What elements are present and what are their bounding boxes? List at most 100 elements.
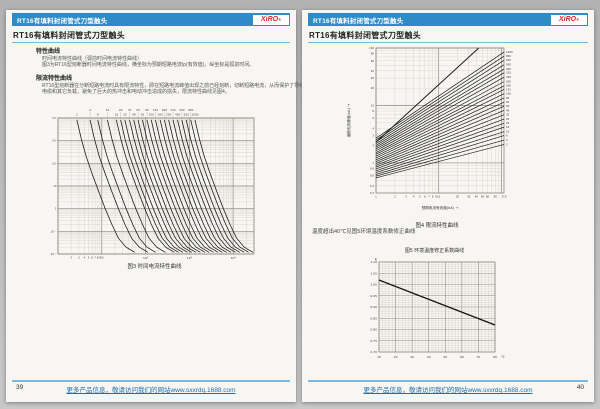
svg-text:80: 80 <box>371 52 375 56</box>
body-text: 特性曲线 时间电流特性曲线（弧前时间电流特性曲线） 图3为RT16型熔断器时间电… <box>36 46 310 95</box>
svg-text:125: 125 <box>153 108 159 112</box>
brand-logo: XiRO ® <box>253 14 289 25</box>
svg-text:9: 9 <box>99 256 101 260</box>
svg-text:5: 5 <box>419 195 421 199</box>
svg-text:60: 60 <box>371 59 375 63</box>
svg-text:0.75: 0.75 <box>370 339 377 343</box>
svg-text:16: 16 <box>115 113 119 117</box>
section-line: RT16型熔断器在分断短路电流时具有限流特性，即在短路电流峰值出现之前已经熔断，… <box>42 83 310 89</box>
svg-text:2: 2 <box>506 142 508 146</box>
svg-text:100: 100 <box>369 46 374 50</box>
svg-text:10³: 10³ <box>187 256 193 260</box>
svg-text:5: 5 <box>88 256 90 260</box>
svg-text:10: 10 <box>100 256 104 260</box>
svg-text:250: 250 <box>166 113 172 117</box>
svg-text:630: 630 <box>184 113 190 117</box>
svg-text:50: 50 <box>506 104 510 108</box>
svg-text:℃: ℃ <box>501 355 505 359</box>
svg-text:10³: 10³ <box>52 139 56 143</box>
title-divider <box>308 41 588 43</box>
svg-text:20: 20 <box>394 355 398 359</box>
svg-text:10⁴: 10⁴ <box>52 116 56 120</box>
registered-mark: ® <box>278 17 282 22</box>
title-divider <box>12 41 290 43</box>
temperature-note: 温度超出40℃见图5环境温度系数修正曲线 <box>312 229 416 235</box>
page-title: RT16有填料封闭管式刀型触头 <box>309 31 422 40</box>
svg-text:80: 80 <box>494 195 498 199</box>
svg-text:25: 25 <box>123 113 127 117</box>
svg-text:10: 10 <box>53 184 57 188</box>
svg-text:0.8: 0.8 <box>370 167 374 171</box>
footer-website-text: 更多产品信息，敬请访问我们的网站www.sxxrdq.1688.com <box>363 387 533 394</box>
svg-text:125: 125 <box>506 87 511 91</box>
svg-text:160: 160 <box>506 84 511 88</box>
svg-text:8: 8 <box>372 109 374 113</box>
svg-text:10²: 10² <box>143 256 149 260</box>
svg-text:2: 2 <box>70 256 72 260</box>
svg-text:80: 80 <box>506 96 510 100</box>
svg-text:40: 40 <box>132 113 136 117</box>
svg-text:16: 16 <box>506 125 510 129</box>
svg-text:500: 500 <box>506 63 511 67</box>
svg-text:2: 2 <box>372 144 374 148</box>
svg-text:3: 3 <box>78 256 80 260</box>
svg-text:0.85: 0.85 <box>370 316 377 320</box>
svg-text:8: 8 <box>97 256 99 260</box>
svg-text:截断电流峰值(kA) →: 截断电流峰值(kA) → <box>346 104 351 137</box>
svg-text:315: 315 <box>506 71 511 75</box>
svg-text:40: 40 <box>427 355 431 359</box>
svg-text:4: 4 <box>372 126 374 130</box>
page-number: 39 <box>16 384 24 391</box>
header-bar: RT16有填料封闭管式刀型触头 XiRO ® <box>308 13 588 26</box>
svg-text:40: 40 <box>475 195 479 199</box>
section-line: 电缆和其它负载，避免了巨大的热冲击和电动冲击造成的损失，限流特性曲线见图4。 <box>42 89 230 95</box>
svg-text:1.05: 1.05 <box>370 271 377 275</box>
page-39: RT16有填料封闭管式刀型触头 XiRO ® RT16有填料封闭管式刀型触头 特性… <box>6 10 310 402</box>
svg-text:40: 40 <box>371 69 375 73</box>
svg-text:10: 10 <box>371 103 375 107</box>
fig4-caption: 图4 限流特性曲线 <box>415 223 459 229</box>
svg-text:800: 800 <box>506 54 511 58</box>
svg-text:70: 70 <box>477 355 481 359</box>
svg-text:6: 6 <box>91 256 93 260</box>
svg-text:40: 40 <box>506 108 510 112</box>
svg-text:80: 80 <box>493 355 497 359</box>
page-40: RT16有填料封闭管式刀型触头 XiRO ® RT16有填料封闭管式刀型触头 10… <box>302 10 594 402</box>
brand-logo-text: XiRO <box>558 16 577 23</box>
svg-text:0.70: 0.70 <box>370 350 377 354</box>
svg-text:7: 7 <box>94 256 96 260</box>
svg-text:100: 100 <box>149 113 155 117</box>
page-title: RT16有填料封闭管式刀型触头 <box>13 31 126 40</box>
svg-text:10: 10 <box>377 355 381 359</box>
header-bar: RT16有填料封闭管式刀型触头 XiRO ® <box>12 13 290 26</box>
registered-mark: ® <box>576 17 580 22</box>
section-line: 时间电流特性曲线（弧前时间电流特性曲线） <box>42 56 143 62</box>
fig5-title: 图5 环境温度修正系数曲线 <box>404 248 465 254</box>
svg-text:30: 30 <box>410 355 414 359</box>
footer-divider <box>12 380 290 382</box>
svg-text:110: 110 <box>502 195 507 199</box>
svg-text:4: 4 <box>89 108 91 112</box>
svg-text:1000: 1000 <box>506 50 513 54</box>
svg-text:3: 3 <box>405 195 407 199</box>
svg-text:1: 1 <box>55 207 57 211</box>
svg-text:400: 400 <box>506 67 511 71</box>
header-bar-title: RT16有填料封闭管式刀型触头 <box>313 17 404 25</box>
svg-text:32: 32 <box>128 108 132 112</box>
svg-text:1.00: 1.00 <box>370 283 377 287</box>
svg-text:20: 20 <box>119 108 123 112</box>
svg-text:8: 8 <box>432 195 434 199</box>
page-number: 40 <box>576 384 584 391</box>
svg-text:20: 20 <box>456 195 460 199</box>
svg-text:预期电流有效值(kA) →: 预期电流有效值(kA) → <box>422 205 459 210</box>
section-heading-characteristic-curves: 特性曲线 <box>36 49 61 55</box>
svg-text:10: 10 <box>506 130 510 134</box>
svg-text:3: 3 <box>372 134 374 138</box>
svg-text:50: 50 <box>443 355 447 359</box>
svg-text:0.6: 0.6 <box>370 174 374 178</box>
svg-text:6: 6 <box>372 116 374 120</box>
svg-text:7: 7 <box>428 195 430 199</box>
header-bar-title: RT16有填料封闭管式刀型触头 <box>17 17 108 25</box>
